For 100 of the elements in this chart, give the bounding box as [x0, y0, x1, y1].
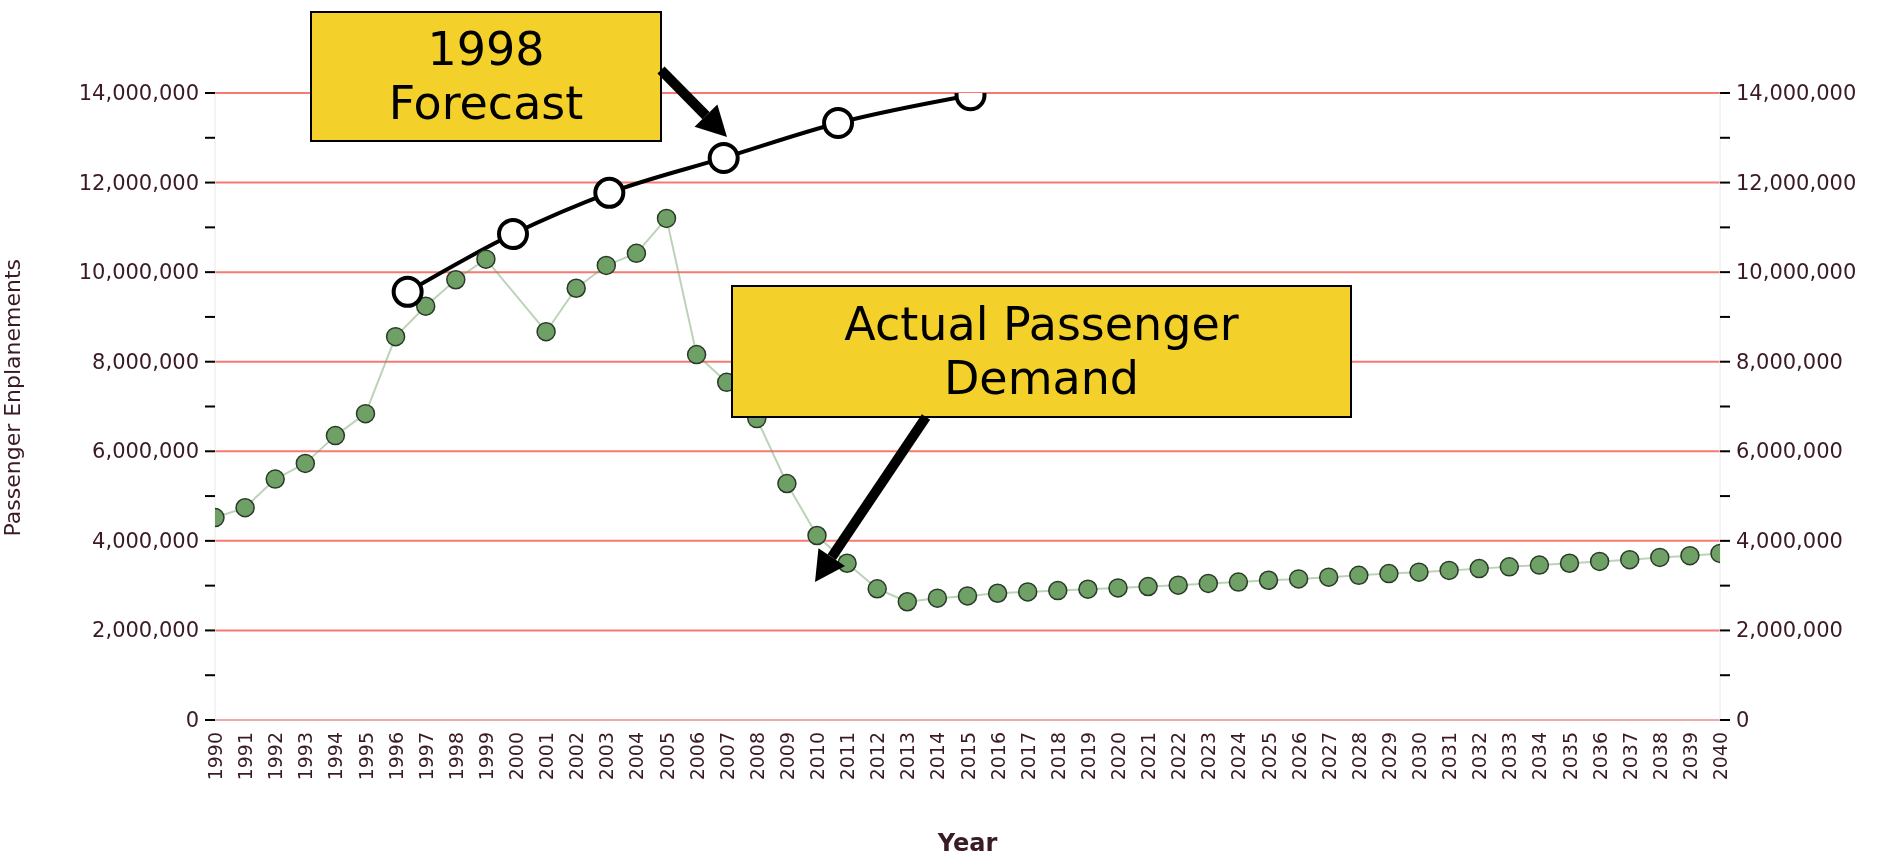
point — [656, 208, 677, 229]
point — [596, 255, 617, 276]
y2-tick-label: 6,000,000 — [1736, 439, 1843, 464]
x-tick-label: 2009 — [775, 732, 798, 781]
point — [391, 275, 424, 308]
point — [1529, 555, 1550, 575]
point — [1379, 563, 1399, 584]
y-tick-label: 12,000,000 — [78, 170, 199, 195]
x-tick-label: 2013 — [896, 732, 919, 781]
point — [593, 176, 626, 209]
point — [626, 243, 647, 264]
x-tick-label: 2037 — [1618, 732, 1641, 781]
x-tick-label: 1990 — [204, 732, 226, 781]
x-tick-label: 2012 — [866, 732, 889, 781]
point — [1017, 582, 1038, 602]
point — [927, 588, 948, 608]
point — [1409, 562, 1429, 582]
y2-tick-label: 14,000,000 — [1736, 81, 1857, 105]
point — [1048, 580, 1068, 601]
x-tick-label: 2000 — [505, 732, 527, 781]
x-tick-label: 2021 — [1137, 732, 1160, 781]
y-tick-label: 8,000,000 — [92, 349, 199, 374]
x-tick-label: 1994 — [324, 732, 347, 781]
point — [446, 270, 466, 290]
x-tick-label: 2017 — [1016, 732, 1039, 781]
x-tick-label: 2039 — [1678, 732, 1701, 781]
x-tick-label: 2035 — [1558, 732, 1581, 781]
point — [566, 278, 586, 299]
x-tick-label: 2028 — [1347, 732, 1370, 781]
point — [1168, 575, 1188, 595]
point — [1650, 547, 1670, 568]
y2-tick-label: 0 — [1736, 708, 1750, 732]
point — [1469, 558, 1489, 579]
point — [385, 326, 406, 347]
y2-tick-label: 8,000,000 — [1736, 349, 1843, 374]
point — [1318, 567, 1339, 587]
point — [686, 344, 707, 365]
point — [1349, 565, 1369, 586]
x-tick-label: 2015 — [956, 732, 979, 781]
x-tick-label: 1992 — [264, 732, 287, 781]
x-tick-label: 2040 — [1709, 732, 1731, 781]
point — [1439, 560, 1459, 581]
x-tick-label: 1996 — [384, 732, 407, 781]
x-tick-label: 2027 — [1317, 732, 1340, 781]
point — [1258, 570, 1279, 591]
annotation: Actual Passenger Demand — [844, 296, 1239, 405]
point — [1288, 569, 1309, 589]
point — [496, 218, 529, 251]
x-tick-label: 1991 — [234, 732, 257, 781]
y-tick-label: 14,000,000 — [78, 81, 199, 105]
x-tick-label: 2004 — [625, 732, 648, 781]
point — [536, 321, 556, 342]
point — [415, 296, 436, 316]
x-tick-label: 1998 — [444, 732, 467, 781]
x-tick-label: 2023 — [1197, 732, 1220, 781]
point — [987, 583, 1008, 604]
x-tick-label: 1995 — [354, 732, 377, 781]
point — [1680, 545, 1700, 566]
x-tick-label: 2002 — [565, 732, 588, 781]
point — [1228, 572, 1249, 592]
x-tick-label: 2020 — [1107, 732, 1129, 781]
point — [867, 579, 887, 599]
point — [265, 469, 285, 489]
x-tick-label: 2024 — [1227, 732, 1250, 781]
y2-tick-label: 2,000,000 — [1736, 618, 1843, 643]
y-tick-label: 10,000,000 — [78, 260, 199, 285]
x-tick-label: 2003 — [595, 732, 618, 781]
point — [1559, 553, 1580, 573]
point — [325, 425, 346, 446]
point — [957, 586, 978, 606]
point — [1499, 557, 1520, 577]
y-tick-label: 6,000,000 — [92, 439, 199, 464]
x-tick-label: 2029 — [1377, 732, 1400, 781]
x-tick-label: 2031 — [1438, 732, 1461, 781]
x-tick-label: 2030 — [1408, 732, 1430, 781]
point — [1589, 551, 1610, 572]
point — [1078, 579, 1098, 599]
x-tick-label: 2010 — [806, 732, 828, 781]
x-tick-label: 2038 — [1648, 732, 1671, 781]
point — [235, 497, 255, 518]
x-tick-label: 2001 — [535, 732, 558, 781]
point — [295, 453, 316, 474]
x-tick-label: 2006 — [685, 732, 708, 781]
x-tick-label: 2025 — [1257, 732, 1280, 781]
x-tick-label: 2008 — [745, 732, 768, 781]
x-tick-label: 2016 — [986, 732, 1009, 781]
x-tick-label: 2014 — [926, 732, 949, 781]
x-tick-label: 2019 — [1076, 732, 1099, 781]
x-tick-label: 2033 — [1498, 732, 1521, 781]
y-tick-label: 0 — [185, 708, 199, 732]
point — [476, 249, 496, 269]
point — [1108, 578, 1128, 598]
x-tick-label: 1993 — [294, 732, 317, 781]
point — [1198, 573, 1219, 594]
point — [355, 403, 376, 424]
y2-tick-label: 4,000,000 — [1736, 528, 1843, 553]
x-tick-label: 2011 — [836, 732, 859, 781]
annotation: 1998 Forecast — [388, 21, 584, 130]
y-tick-label: 4,000,000 — [92, 528, 199, 553]
point — [777, 473, 797, 494]
